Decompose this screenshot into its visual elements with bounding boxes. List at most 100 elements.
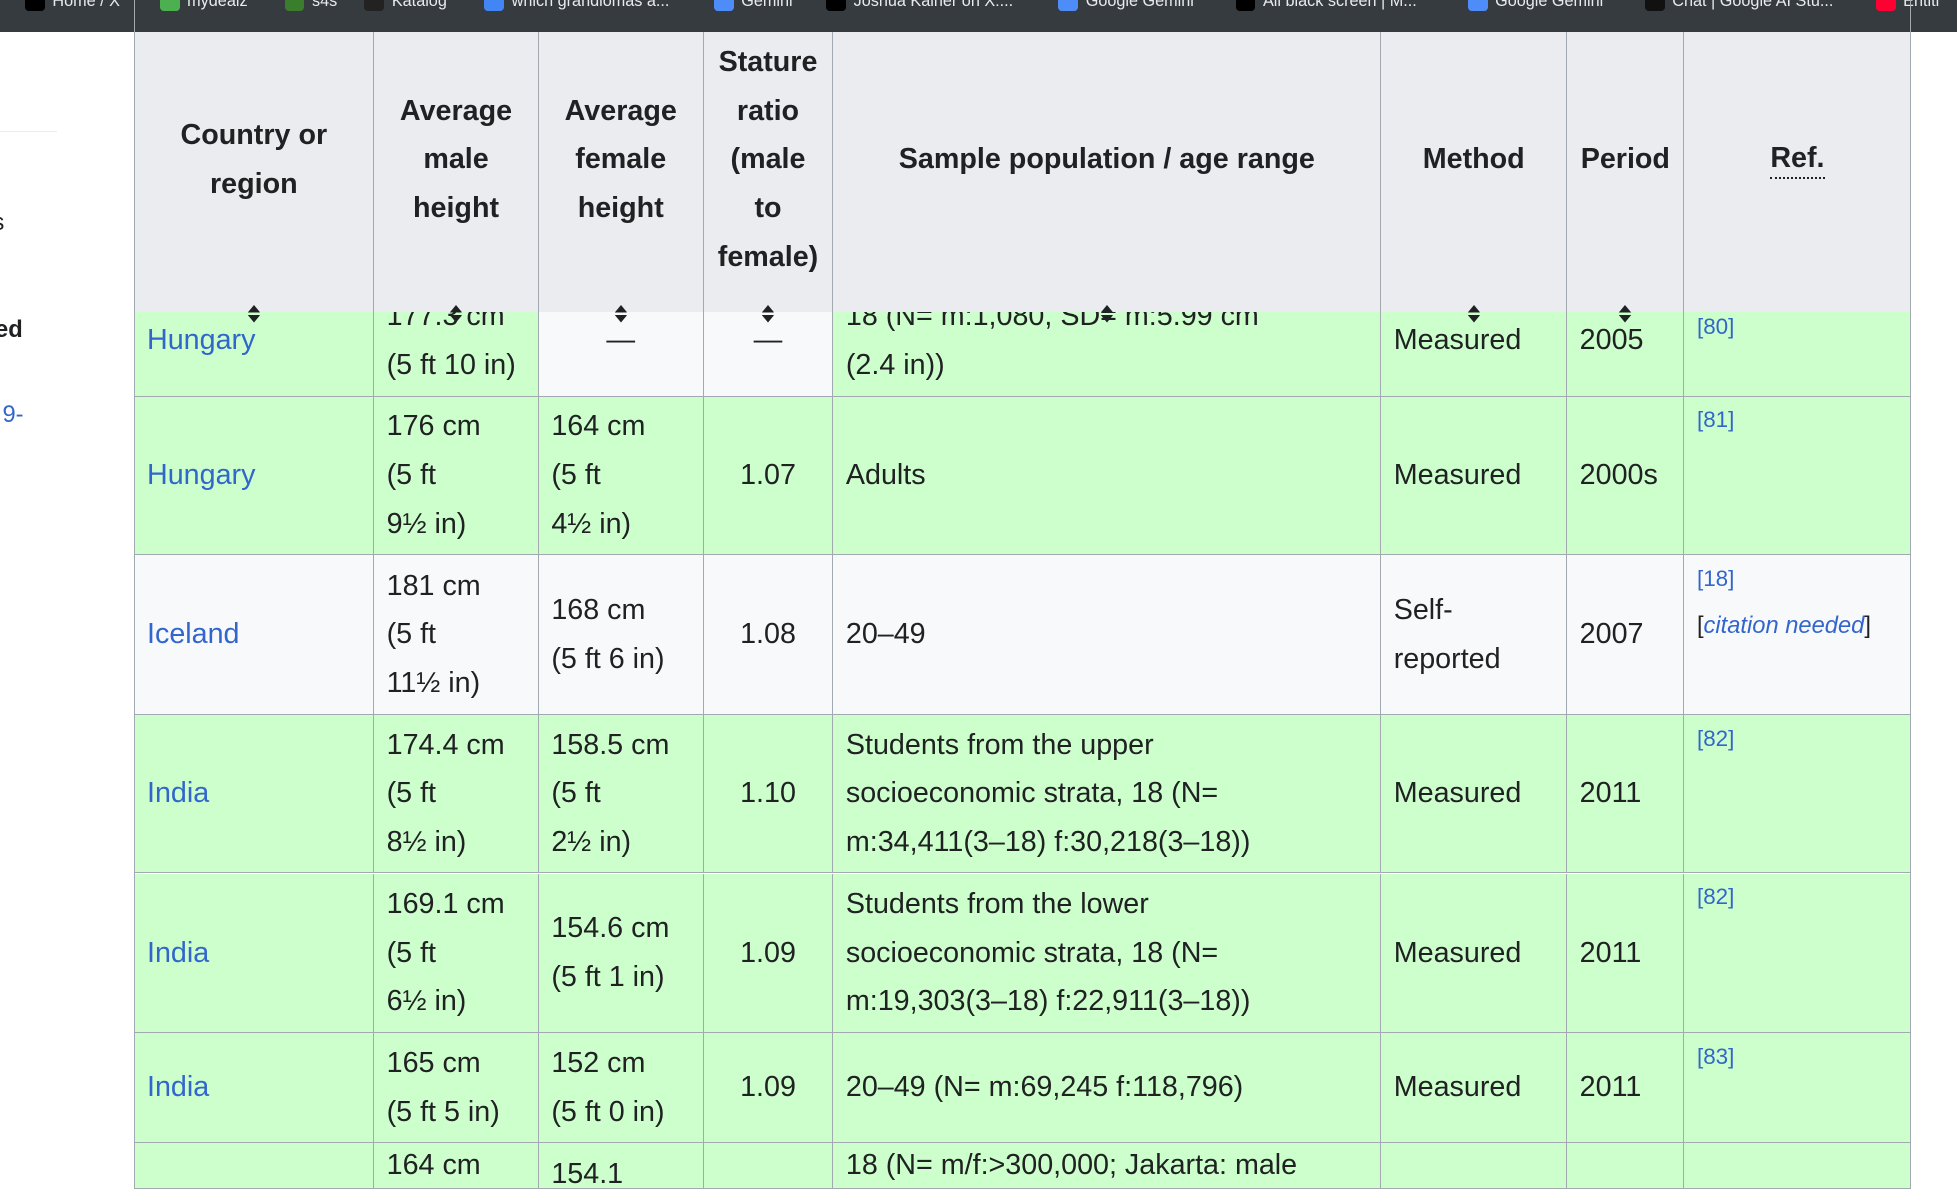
sample-population-line: Adults (845, 459, 926, 492)
sort-arrows-icon[interactable] (1100, 290, 1114, 323)
bookmark-item[interactable]: s4s (284, 0, 338, 14)
mydealz-icon (159, 0, 180, 12)
sample-population-line: Students from the upper (845, 728, 1154, 761)
country-link[interactable]: India (147, 777, 210, 810)
reference-link[interactable]: [18] (1696, 565, 1735, 591)
bookmark-label: Katalog (391, 0, 447, 10)
method-line: Measured (1393, 459, 1522, 492)
country-link[interactable]: Hungary (147, 324, 256, 357)
female-height-line: 154.6 cm (551, 912, 670, 945)
male-height-line: (5 ft 10 in) (386, 348, 516, 381)
female-height-line: 154.1 (551, 1157, 624, 1190)
column-header[interactable]: Stature ratio (male to female) (704, 32, 834, 323)
method-line: Measured (1393, 1071, 1522, 1104)
sort-arrows-icon[interactable] (1619, 290, 1632, 323)
x-logo-icon (826, 0, 847, 12)
citation-needed-link[interactable]: citation needed (1703, 613, 1865, 640)
male-height-line: (5 ft (386, 777, 437, 810)
bookmark-item[interactable]: which grandiomas a... (484, 0, 669, 14)
gemini-icon (1058, 0, 1079, 12)
method-cell (1381, 1143, 1568, 1189)
bookmark-item[interactable]: Google Gemini (1058, 0, 1194, 14)
bookmark-item[interactable]: All black screen | M... (1235, 0, 1417, 14)
method-line: Measured (1393, 324, 1522, 357)
method-line: Measured (1393, 936, 1522, 969)
stature-ratio-cell: 1.08 (703, 555, 834, 714)
period-cell: 2011 (1567, 873, 1685, 1033)
reference-link[interactable]: [81] (1696, 407, 1735, 433)
country-cell (134, 1143, 375, 1189)
stature-ratio-cell: 1.09 (703, 873, 834, 1033)
reference-link[interactable]: [83] (1696, 1043, 1735, 1069)
male-height-cell: 169.1 cm (5 ft 6½ in) (374, 873, 539, 1033)
bookmark-item[interactable]: Chat | Google AI Stu... (1644, 0, 1833, 14)
female-height-cell: 158.5 cm (5 ft 2½ in) (538, 715, 704, 873)
table-row: 164 cm 154.1 18 (N= m/f:>300,000; Jakarta:… (134, 1143, 1911, 1190)
sort-arrows-icon[interactable] (449, 290, 463, 323)
bookmark-item[interactable]: Joshua Kalner on X:... (826, 0, 1013, 14)
sample-population-line: m:19,303(3–18) f:22,911(3–18)) (845, 985, 1251, 1018)
reference-link[interactable]: [82] (1696, 884, 1735, 910)
table-row: India 174.4 cm (5 ft 8½ in) 158.5 cm (5 ft 2½ … (134, 715, 1911, 874)
method-cell: Measured (1381, 873, 1568, 1033)
female-height-cell: 164 cm (5 ft 4½ in) (538, 396, 704, 555)
stature-ratio-value: 1.09 (740, 936, 796, 969)
column-header[interactable]: Average female height (539, 32, 704, 323)
sort-arrows-icon[interactable] (247, 290, 261, 323)
sample-population-line: 18 (N= m/f:>300,000; Jakarta: male (845, 1148, 1298, 1181)
female-height-line: 168 cm (551, 593, 646, 626)
sidebar-link-fragment[interactable]: 9- (2, 401, 24, 428)
column-header-label: Ref. (1770, 140, 1825, 180)
period-value: 2005 (1579, 324, 1644, 357)
country-cell: Hungary (134, 396, 375, 555)
bookmark-item[interactable]: Home / X (24, 0, 120, 14)
bookmark-label: s4s (311, 0, 338, 10)
country-link[interactable]: Hungary (147, 459, 256, 492)
female-height-line: (5 ft (551, 459, 601, 492)
sample-population-line: socioeconomic strata, 18 (N= (845, 777, 1219, 810)
bookmark-item[interactable]: Google Gemini (1467, 0, 1603, 14)
gemini-icon (1467, 0, 1488, 12)
column-header[interactable]: Sample population / age range (833, 32, 1382, 323)
reference-cell: [18] [citation needed] (1684, 555, 1911, 714)
country-link[interactable]: India (147, 1071, 210, 1104)
male-height-line: 8½ in) (386, 826, 467, 859)
reference-link[interactable]: [82] (1696, 725, 1735, 751)
female-height-cell: 154.1 (538, 1143, 704, 1190)
bookmark-item[interactable]: Katalog (364, 0, 447, 14)
female-height-line: — (606, 324, 636, 357)
column-header[interactable]: Period (1567, 32, 1685, 323)
sample-population-line: 20–49 (N= m:69,245 f:118,796) (845, 1071, 1244, 1104)
ai-studio-icon (1644, 0, 1665, 12)
bookmark-item[interactable]: Entitl (1875, 0, 1939, 14)
sample-population-cell: Students from the upper socioeconomic str… (833, 715, 1382, 873)
male-height-line: 176 cm (386, 410, 481, 443)
sample-population-line: m:34,411(3–18) f:30,218(3–18)) (845, 826, 1251, 859)
reference-cell: [82] (1684, 873, 1911, 1033)
reference-link[interactable]: [80] (1696, 313, 1735, 339)
table-header-row: Country or region Average male height Aver… (134, 32, 1911, 323)
country-link[interactable]: India (147, 936, 210, 969)
country-link[interactable]: Iceland (147, 618, 240, 651)
sort-arrows-icon[interactable] (1467, 290, 1480, 323)
column-header[interactable]: Method (1381, 32, 1568, 323)
table-row: Iceland 181 cm (5 ft 11½ in) 168 cm (5 ft 6 i… (134, 555, 1911, 715)
female-height-line: 2½ in) (551, 826, 632, 859)
sort-arrows-icon[interactable] (761, 290, 775, 323)
bookmark-item[interactable]: mydealz (159, 0, 248, 14)
stature-ratio-cell: 1.09 (703, 1033, 834, 1142)
youtube-icon (1875, 0, 1896, 12)
table-row: India 165 cm (5 ft 5 in) 152 cm (5 ft 0 in) 1… (134, 1033, 1911, 1143)
female-height-cell: 152 cm (5 ft 0 in) (538, 1033, 704, 1142)
bookmark-item[interactable]: Gemini (713, 0, 793, 14)
male-height-cell: 174.4 cm (5 ft 8½ in) (374, 715, 539, 873)
column-header[interactable]: Average male height (374, 32, 539, 323)
sort-arrows-icon[interactable] (614, 290, 627, 323)
period-value: 2011 (1579, 777, 1642, 810)
country-cell: Iceland (134, 555, 375, 714)
sample-population-line: (2.4 in)) (845, 348, 945, 381)
method-cell: Measured (1381, 396, 1568, 555)
male-height-cell: 164 cm (374, 1143, 539, 1189)
column-header[interactable]: Country or region (135, 32, 375, 323)
